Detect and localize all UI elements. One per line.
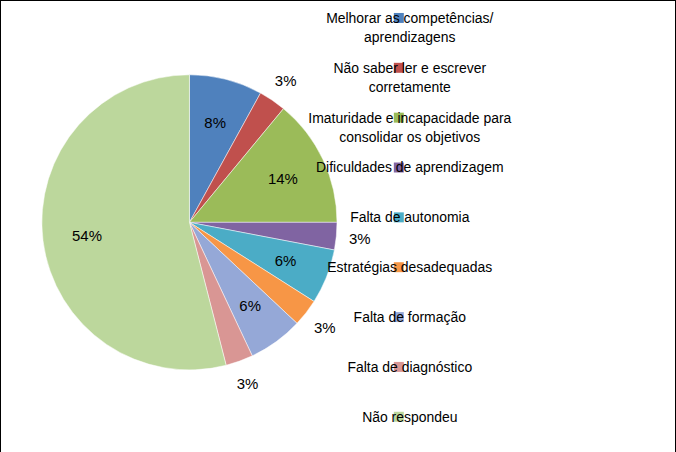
svg-text:3%: 3%	[349, 230, 371, 247]
svg-text:14%: 14%	[268, 170, 298, 187]
svg-text:Estratégias desadequadas: Estratégias desadequadas	[327, 259, 492, 275]
svg-text:3%: 3%	[314, 319, 336, 336]
svg-text:Melhorar as competências/apren: Melhorar as competências/aprendizagens	[326, 10, 493, 45]
svg-text:3%: 3%	[275, 72, 297, 89]
svg-text:Não saber ler e escrevercorret: Não saber ler e escrevercorretamente	[333, 60, 486, 95]
svg-text:6%: 6%	[239, 297, 261, 314]
svg-text:Falta de formação: Falta de formação	[354, 309, 467, 325]
svg-text:Não respondeu: Não respondeu	[362, 409, 457, 425]
svg-text:Falta de diagnóstico: Falta de diagnóstico	[347, 359, 472, 375]
svg-text:6%: 6%	[275, 252, 297, 269]
svg-text:Imaturidade e incapacidade par: Imaturidade e incapacidade paraconsolida…	[308, 110, 511, 145]
svg-text:Dificuldades de aprendizagem: Dificuldades de aprendizagem	[316, 160, 504, 176]
svg-text:Falta de autonomia: Falta de autonomia	[350, 209, 470, 225]
svg-text:3%: 3%	[237, 375, 259, 392]
svg-text:54%: 54%	[72, 227, 102, 244]
svg-text:8%: 8%	[204, 114, 226, 131]
